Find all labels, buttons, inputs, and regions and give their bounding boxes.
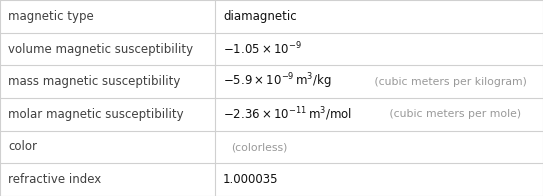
Text: magnetic type: magnetic type	[8, 10, 94, 23]
Text: mass magnetic susceptibility: mass magnetic susceptibility	[8, 75, 180, 88]
Text: molar magnetic susceptibility: molar magnetic susceptibility	[8, 108, 184, 121]
Text: $-1.05\times10^{-9}$: $-1.05\times10^{-9}$	[223, 41, 302, 57]
Text: $-5.9\times10^{-9}\,\mathrm{m^3/kg}$: $-5.9\times10^{-9}\,\mathrm{m^3/kg}$	[223, 72, 332, 92]
Text: 1.000035: 1.000035	[223, 173, 279, 186]
Text: (colorless): (colorless)	[231, 142, 287, 152]
Text: color: color	[8, 141, 37, 153]
Text: volume magnetic susceptibility: volume magnetic susceptibility	[8, 43, 193, 55]
Text: (cubic meters per kilogram): (cubic meters per kilogram)	[371, 77, 527, 87]
Text: diamagnetic: diamagnetic	[223, 10, 296, 23]
Text: (cubic meters per mole): (cubic meters per mole)	[386, 109, 521, 119]
Text: $-2.36\times10^{-11}\,\mathrm{m^3/mol}$: $-2.36\times10^{-11}\,\mathrm{m^3/mol}$	[223, 105, 352, 123]
Text: refractive index: refractive index	[8, 173, 101, 186]
